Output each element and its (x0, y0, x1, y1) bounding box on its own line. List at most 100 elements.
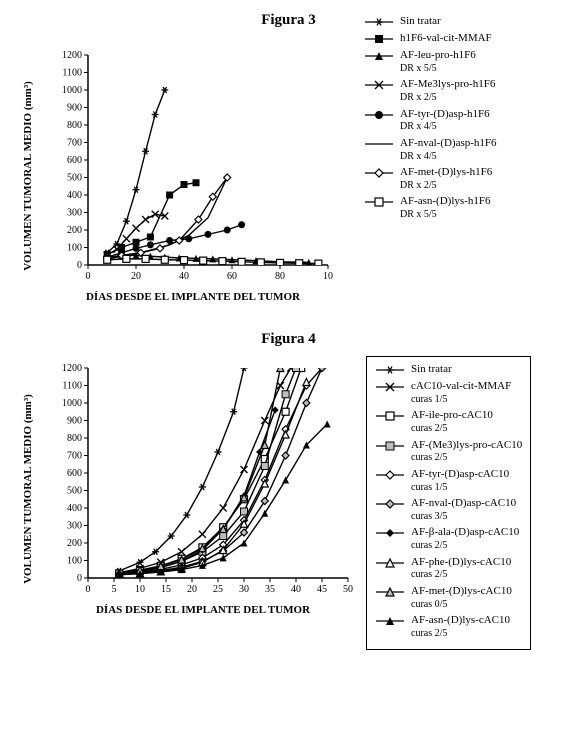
legend-label: AF-tyr-(D)asp-h1F6DR x 4/5 (400, 108, 490, 134)
legend-sublabel: DR x 4/5 (400, 151, 497, 164)
legend-label: AF-tyr-(D)asp-cAC10curas 1/5 (411, 468, 509, 494)
legend-label: AF-asn-(D)lys-h1F6DR x 5/5 (400, 195, 490, 221)
legend-sublabel: DR x 5/5 (400, 209, 490, 222)
legend-sublabel: curas 2/5 (411, 540, 519, 553)
svg-text:300: 300 (67, 521, 82, 532)
figure-4-xlabel: DÍAS DESDE EL IMPLANTE DEL TUMOR (52, 604, 354, 616)
svg-text:600: 600 (67, 468, 82, 479)
legend-marker-icon (375, 363, 405, 377)
svg-text:40: 40 (291, 584, 301, 595)
legend-label: Sin tratar (411, 363, 452, 377)
legend-sublabel: curas 2/5 (411, 628, 510, 641)
svg-text:10: 10 (135, 584, 145, 595)
svg-text:80: 80 (275, 271, 285, 282)
legend-label: AF-(Me3)lys-pro-cAC10curas 2/5 (411, 439, 522, 465)
legend-marker-icon (364, 195, 394, 209)
legend-item-af-asn-dlys: AF-asn-(D)lys-h1F6DR x 5/5 (364, 195, 497, 221)
svg-text:30: 30 (239, 584, 249, 595)
legend-label: AF-met-(D)lys-h1F6DR x 2/5 (400, 166, 492, 192)
figure-3-legend: Sin tratar h1F6-val-cit-MMAF AF-leu-pro-h1… (356, 9, 505, 231)
legend-item-af-nval-dasp: AF-nval-(D)asp-cAC10curas 3/5 (375, 497, 522, 523)
legend-item-h1f6-val-cit-mmaf: h1F6-val-cit-MMAF (364, 32, 497, 46)
svg-text:100: 100 (67, 243, 82, 254)
svg-text:35: 35 (265, 584, 275, 595)
svg-text:45: 45 (317, 584, 327, 595)
legend-label: AF-nval-(D)asp-h1F6DR x 4/5 (400, 137, 497, 163)
figure-3-ylabel: VOLUMEN TUMORAL MEDIO (mm³) (22, 81, 34, 271)
svg-text:15: 15 (161, 584, 171, 595)
legend-item-af-me3lys-pro: AF-(Me3)lys-pro-cAC10curas 2/5 (375, 439, 522, 465)
svg-text:10: 10 (323, 271, 333, 282)
figure-4-chart: VOLUMEN TUMORAL MEDIO (mm³) 010020030040… (52, 362, 354, 616)
svg-text:1100: 1100 (62, 68, 82, 79)
figure-4-legend: Sin tratar cAC10-val-cit-MMAFcuras 1/5 AF-… (366, 356, 531, 650)
figure-3-xlabel: DÍAS DESDE EL IMPLANTE DEL TUMOR (52, 291, 334, 303)
legend-marker-icon (364, 49, 394, 63)
svg-text:100: 100 (67, 556, 82, 567)
svg-text:0: 0 (86, 271, 91, 282)
svg-text:1100: 1100 (62, 381, 82, 392)
svg-text:0: 0 (77, 260, 82, 271)
legend-item-af-asn-dlys: AF-asn-(D)lys-cAC10curas 2/5 (375, 614, 522, 640)
legend-item-af-ile-pro: AF-ile-pro-cAC10curas 2/5 (375, 409, 522, 435)
legend-label: AF-ile-pro-cAC10curas 2/5 (411, 409, 493, 435)
legend-item-af-tyr-dasp: AF-tyr-(D)asp-cAC10curas 1/5 (375, 468, 522, 494)
legend-marker-icon (375, 497, 405, 511)
legend-marker-icon (364, 78, 394, 92)
legend-marker-icon (375, 585, 405, 599)
legend-label: AF-met-(D)lys-cAC10curas 0/5 (411, 585, 512, 611)
svg-text:900: 900 (67, 103, 82, 114)
svg-text:1000: 1000 (62, 85, 82, 96)
legend-item-af-met-dlys: AF-met-(D)lys-cAC10curas 0/5 (375, 585, 522, 611)
svg-text:1200: 1200 (62, 363, 82, 374)
legend-item-af-nval-dasp: AF-nval-(D)asp-h1F6DR x 4/5 (364, 137, 497, 163)
svg-text:0: 0 (86, 584, 91, 595)
legend-sublabel: DR x 2/5 (400, 92, 495, 105)
legend-item-af-tyr-dasp: AF-tyr-(D)asp-h1F6DR x 4/5 (364, 108, 497, 134)
legend-marker-icon (364, 32, 394, 46)
svg-text:25: 25 (213, 584, 223, 595)
legend-marker-icon (375, 526, 405, 540)
svg-text:1000: 1000 (62, 398, 82, 409)
legend-item-af-leu-pro: AF-leu-pro-h1F6DR x 5/5 (364, 49, 497, 75)
legend-marker-icon (364, 137, 394, 151)
svg-text:300: 300 (67, 208, 82, 219)
legend-marker-icon (364, 166, 394, 180)
legend-sublabel: curas 2/5 (411, 423, 493, 436)
svg-text:40: 40 (179, 271, 189, 282)
legend-item-cac10-val-cit-mmaf: cAC10-val-cit-MMAFcuras 1/5 (375, 380, 522, 406)
legend-marker-icon (364, 15, 394, 29)
legend-label: AF-Me3lys-pro-h1F6DR x 2/5 (400, 78, 495, 104)
figure-4-plot: 0100200300400500600700800900100011001200… (52, 362, 354, 600)
figure-4: Figura 4 VOLUMEN TUMORAL MEDIO (mm³) 0 10… (0, 331, 577, 650)
svg-text:400: 400 (67, 503, 82, 514)
svg-text:700: 700 (67, 138, 82, 149)
figure-3: Figura 3 VOLUMEN TUMORAL MEDIO (mm³) 010… (0, 0, 577, 303)
svg-text:5: 5 (112, 584, 117, 595)
legend-item-af-bala-dasp: AF-β-ala-(D)asp-cAC10curas 2/5 (375, 526, 522, 552)
svg-text:200: 200 (67, 225, 82, 236)
legend-sublabel: curas 3/5 (411, 511, 516, 524)
legend-sublabel: curas 0/5 (411, 599, 512, 612)
legend-label: AF-β-ala-(D)asp-cAC10curas 2/5 (411, 526, 519, 552)
svg-text:500: 500 (67, 173, 82, 184)
legend-item-sin-tratar: Sin tratar (375, 363, 522, 377)
legend-label: h1F6-val-cit-MMAF (400, 32, 492, 46)
legend-marker-icon (375, 556, 405, 570)
legend-label: AF-phe-(D)lys-cAC10curas 2/5 (411, 556, 511, 582)
legend-marker-icon (364, 108, 394, 122)
figure-4-ylabel: VOLUMEN TUMORAL MEDIO (mm³) (22, 394, 34, 584)
legend-sublabel: curas 1/5 (411, 394, 511, 407)
legend-marker-icon (375, 409, 405, 423)
legend-sublabel: curas 1/5 (411, 482, 509, 495)
figure-4-title: Figura 4 (0, 331, 577, 348)
svg-text:800: 800 (67, 120, 82, 131)
legend-label: AF-leu-pro-h1F6DR x 5/5 (400, 49, 476, 75)
figure-3-chart: VOLUMEN TUMORAL MEDIO (mm³) 010020030040… (52, 49, 334, 303)
svg-text:800: 800 (67, 433, 82, 444)
legend-sublabel: DR x 2/5 (400, 180, 492, 193)
svg-text:20: 20 (187, 584, 197, 595)
legend-label: Sin tratar (400, 15, 441, 29)
legend-item-af-phe-dlys: AF-phe-(D)lys-cAC10curas 2/5 (375, 556, 522, 582)
legend-label: cAC10-val-cit-MMAFcuras 1/5 (411, 380, 511, 406)
